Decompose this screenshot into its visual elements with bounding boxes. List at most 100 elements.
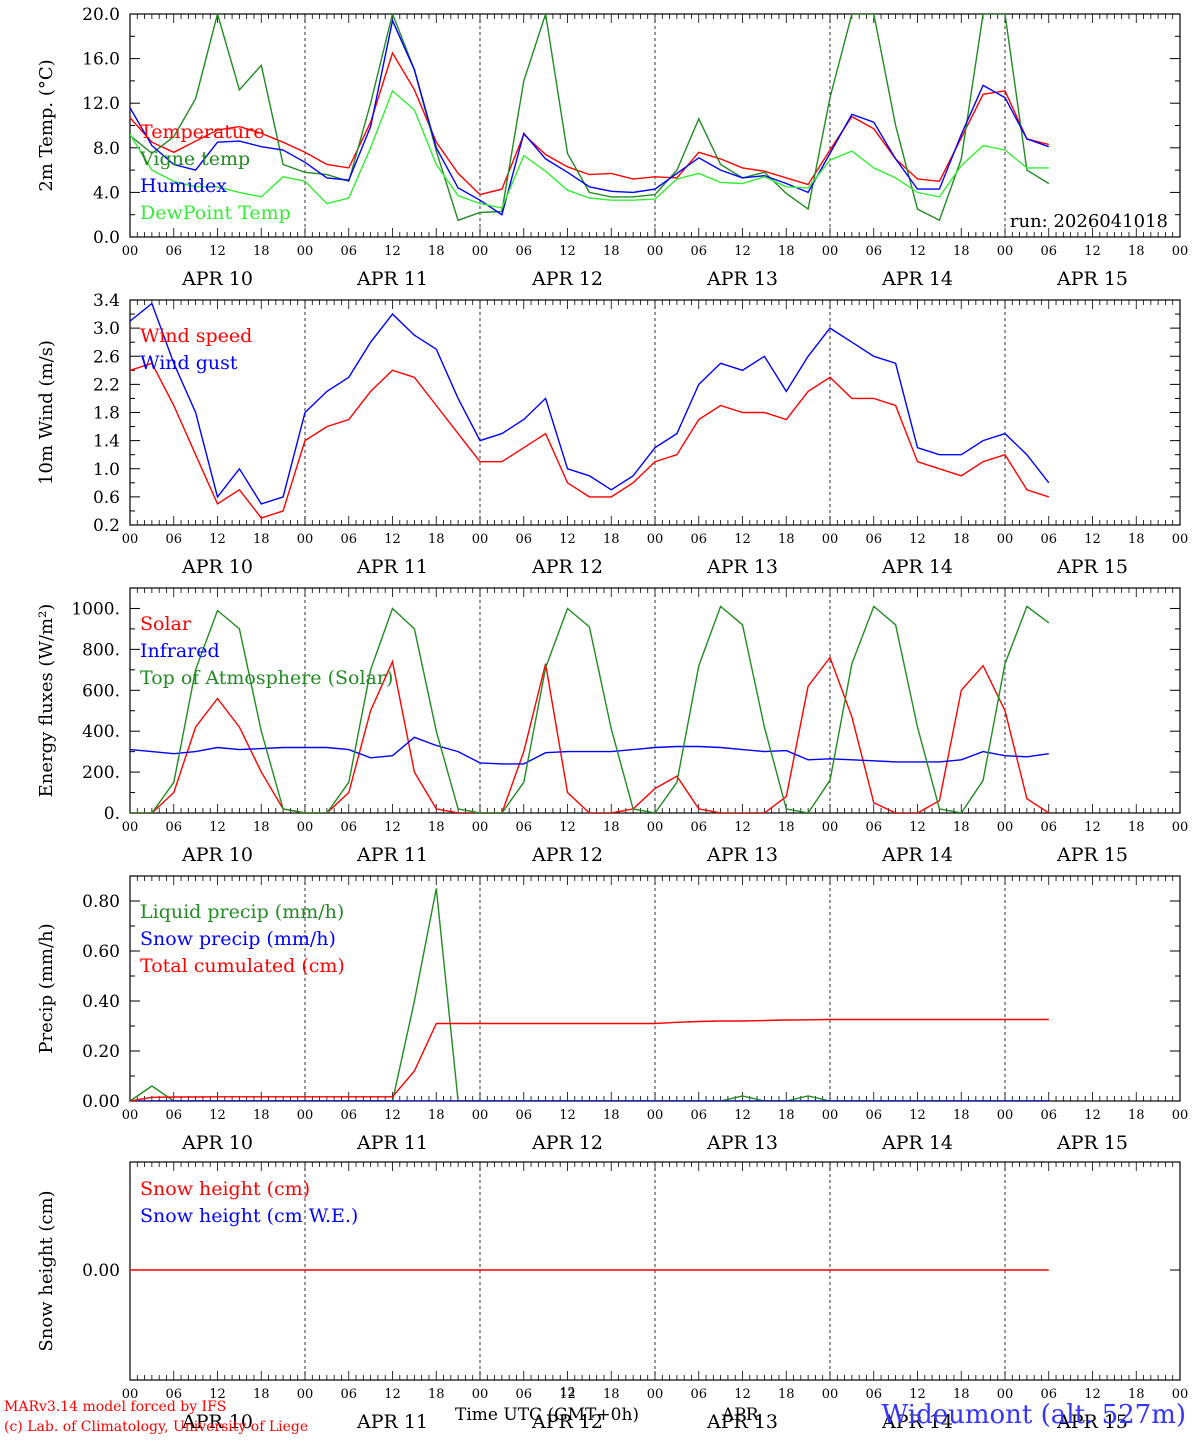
x-tick-label: 00 xyxy=(822,820,839,835)
x-tick-label: 18 xyxy=(428,244,445,259)
day-label: APR 14 xyxy=(881,1132,953,1154)
x-tick-label: 18 xyxy=(428,532,445,547)
x-tick-label: 06 xyxy=(1040,1387,1057,1402)
day-label: APR 12 xyxy=(531,844,603,866)
x-tick-label: 12 xyxy=(209,532,226,547)
x-tick-label: 18 xyxy=(953,820,970,835)
x-tick-label: 00 xyxy=(822,1108,839,1123)
x-tick-label: 18 xyxy=(253,1108,270,1123)
x-tick-label: 06 xyxy=(340,820,357,835)
x-tick-label: 18 xyxy=(1128,1108,1145,1123)
y-tick-label: 4.0 xyxy=(93,183,120,203)
x-tick-label: 00 xyxy=(297,244,314,259)
y-axis-label: 10m Wind (m/s) xyxy=(36,340,57,485)
x-tick-label: 00 xyxy=(297,820,314,835)
x-tick-label: 00 xyxy=(472,244,489,259)
x-tick-label: 12 xyxy=(1084,820,1101,835)
series-line-temperature xyxy=(130,51,1049,196)
day-label: APR 13 xyxy=(706,1411,778,1433)
x-tick-label: 18 xyxy=(778,1108,795,1123)
y-tick-label: 20.0 xyxy=(82,5,120,25)
day-label: APR 10 xyxy=(181,268,253,290)
x-tick-label: 06 xyxy=(165,532,182,547)
x-tick-label: 06 xyxy=(1040,532,1057,547)
x-tick-label: 00 xyxy=(647,1387,664,1402)
legend-entry: Total cumulated (cm) xyxy=(140,955,345,977)
day-label: APR 14 xyxy=(881,268,953,290)
time-axis-month: APR xyxy=(722,1405,759,1425)
legend-entry: DewPoint Temp xyxy=(140,202,291,224)
y-tick-label: 200. xyxy=(82,763,120,783)
x-tick-label: 12 xyxy=(384,820,401,835)
legend-entry: Solar xyxy=(140,613,192,635)
x-tick-label: 00 xyxy=(997,532,1014,547)
x-tick-label: 00 xyxy=(122,1387,139,1402)
x-tick-label: 12 xyxy=(909,532,926,547)
footer-credits: MARv3.14 model forced by IFS (c) Lab. of… xyxy=(4,1397,308,1437)
x-tick-label: 00 xyxy=(1172,1108,1189,1123)
y-tick-label: 2.6 xyxy=(93,347,120,367)
series-line-wind-gust xyxy=(130,302,1050,505)
x-tick-label: 18 xyxy=(603,1108,620,1123)
day-label: APR 15 xyxy=(1056,556,1128,578)
x-tick-label: 18 xyxy=(1128,532,1145,547)
x-tick-label: 12 xyxy=(734,1108,751,1123)
y-tick-label: 0. xyxy=(104,804,120,824)
y-tick-label: 0.20 xyxy=(82,1042,120,1062)
x-tick-label: 00 xyxy=(822,532,839,547)
legend-entry: Snow height (cm W.E.) xyxy=(140,1205,358,1227)
series-line-wind-speed xyxy=(130,362,1050,519)
x-tick-label: 06 xyxy=(865,532,882,547)
x-tick-label: 06 xyxy=(165,820,182,835)
x-tick-label: 00 xyxy=(1172,244,1189,259)
x-tick-label: 06 xyxy=(340,244,357,259)
y-tick-label: 0.2 xyxy=(93,516,120,536)
day-label: APR 15 xyxy=(1056,1132,1128,1154)
x-tick-label: 18 xyxy=(778,532,795,547)
x-tick-label: 00 xyxy=(297,1108,314,1123)
x-tick-label: 00 xyxy=(472,1387,489,1402)
legend-entry: Snow height (cm) xyxy=(140,1178,310,1200)
x-tick-label: 06 xyxy=(865,1387,882,1402)
x-tick-label: 00 xyxy=(472,532,489,547)
x-tick-label: 06 xyxy=(165,244,182,259)
x-tick-label: 12 xyxy=(384,1108,401,1123)
plot-frame xyxy=(129,299,1181,526)
x-tick-label: 18 xyxy=(428,1387,445,1402)
y-tick-label: 0.0 xyxy=(93,228,120,248)
legend-entry: Wind gust xyxy=(140,352,238,374)
series-line-vigne-temp xyxy=(130,14,1050,222)
y-tick-label: 0.40 xyxy=(82,992,120,1012)
series-line-total-cumulated-cm- xyxy=(130,1018,1049,1101)
y-tick-label: 600. xyxy=(82,681,120,701)
x-tick-label: 12 xyxy=(559,532,576,547)
x-tick-label: 06 xyxy=(515,1108,532,1123)
x-tick-label: 12 xyxy=(909,244,926,259)
x-tick-label: 06 xyxy=(165,1108,182,1123)
day-label: APR 10 xyxy=(181,1132,253,1154)
y-axis-label: Precip (mm/h) xyxy=(36,923,57,1053)
x-tick-label: 18 xyxy=(253,532,270,547)
model-line: MARv3.14 model forced by IFS xyxy=(4,1399,227,1415)
x-tick-label: 12 xyxy=(559,244,576,259)
x-tick-label: 18 xyxy=(1128,820,1145,835)
x-tick-label: 06 xyxy=(340,532,357,547)
day-label: APR 14 xyxy=(881,844,953,866)
copyright-line: (c) Lab. of Climatology, University of L… xyxy=(4,1419,309,1435)
x-tick-label: 12 xyxy=(734,820,751,835)
x-tick-label: 00 xyxy=(647,820,664,835)
x-tick-label: 06 xyxy=(1040,820,1057,835)
x-tick-label: 12 xyxy=(209,820,226,835)
x-tick-label: 06 xyxy=(1040,1108,1057,1123)
x-tick-label: 00 xyxy=(1172,820,1189,835)
x-tick-label: 18 xyxy=(428,820,445,835)
y-tick-label: 1.4 xyxy=(93,432,120,452)
x-tick-label: 18 xyxy=(603,244,620,259)
x-tick-label: 00 xyxy=(647,532,664,547)
x-tick-label: 12 xyxy=(909,1108,926,1123)
day-label: APR 11 xyxy=(356,1411,428,1433)
